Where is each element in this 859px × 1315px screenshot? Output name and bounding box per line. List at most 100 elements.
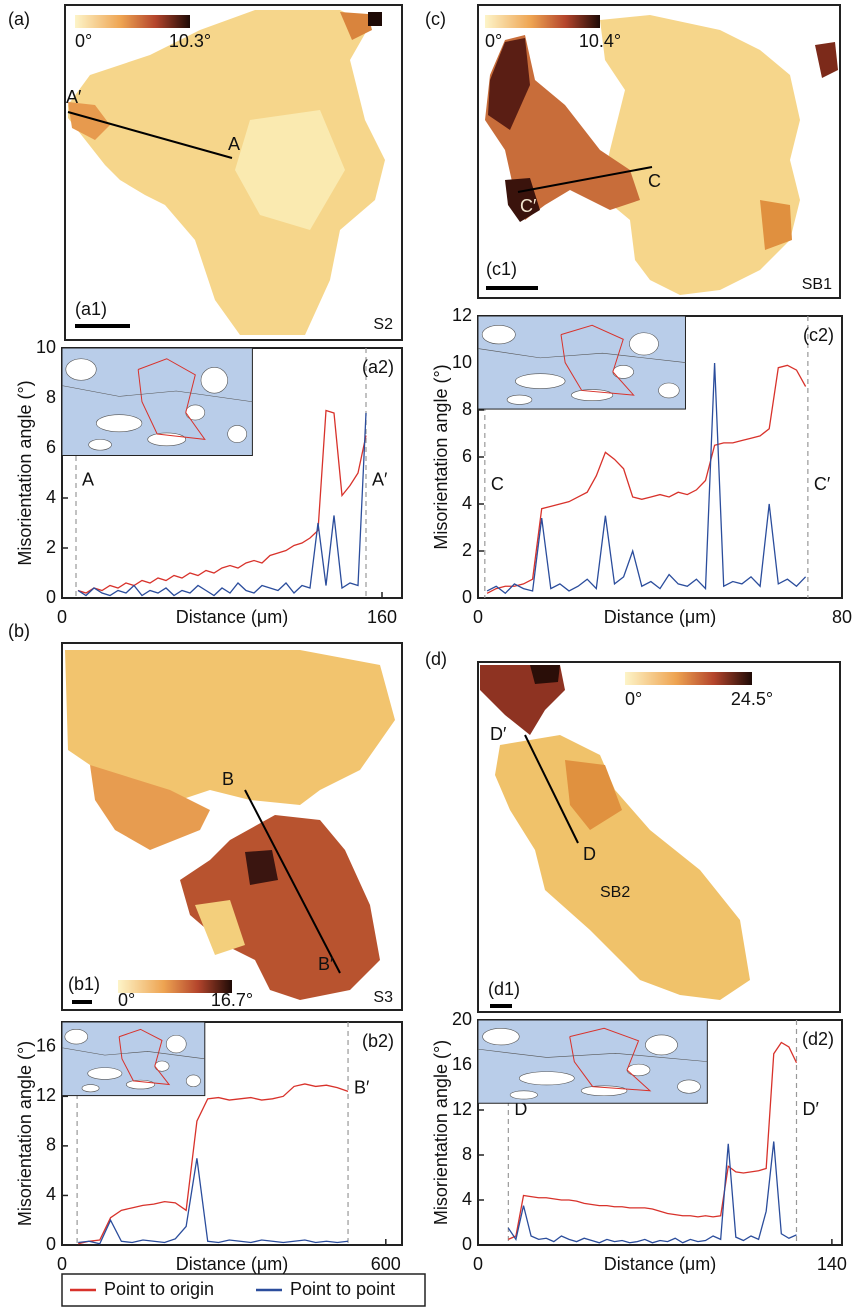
inset-gap (200, 367, 228, 394)
map-label: (b1) (68, 974, 100, 994)
inset-gap (481, 325, 516, 345)
x-tick-label: 600 (371, 1254, 401, 1274)
y-tick-label: 8 (46, 1135, 56, 1155)
y-axis-label: Misorientation angle (°) (15, 1041, 35, 1226)
x-axis-label: Distance (μm) (604, 1254, 716, 1274)
profile-start: C′ (520, 196, 537, 216)
map-label: (a1) (75, 299, 107, 319)
y-tick-label: 4 (462, 493, 472, 513)
series-line (486, 364, 807, 594)
y-tick-label: 6 (462, 446, 472, 466)
inset-gap (154, 1060, 170, 1072)
y-tick-label: 8 (462, 1144, 472, 1164)
x-axis-label: Distance (μm) (604, 607, 716, 627)
inset-gap (88, 439, 112, 451)
inset-gap (64, 1029, 89, 1045)
profile-end: B′ (318, 954, 334, 974)
grain (195, 900, 245, 955)
panel-label: (a) (8, 9, 30, 29)
grain (530, 665, 560, 684)
x-axis-label: Distance (μm) (176, 607, 288, 627)
line-chart: 0 4 8 12 16 0 600 Distance (μm) Misorientation a… (15, 1021, 403, 1274)
y-tick-label: 16 (452, 1054, 472, 1074)
series-line (78, 1158, 349, 1245)
inset-gap (658, 382, 680, 399)
profile-end: C (648, 171, 661, 191)
x-tick-label: 80 (832, 607, 852, 627)
grain (565, 760, 622, 830)
y-tick-label: 12 (452, 305, 472, 325)
scale-bar (486, 286, 538, 290)
inset-gap (81, 1084, 100, 1093)
profile-line (244, 789, 341, 974)
grain (815, 42, 838, 78)
sample-label: SB1 (802, 276, 832, 293)
profile-end-label: C (491, 474, 504, 494)
grain (368, 12, 382, 26)
legend-label: Point to point (290, 1279, 395, 1299)
x-tick-label: 0 (473, 607, 483, 627)
profile-end-label: B′ (354, 1078, 370, 1098)
colorbar-max: 10.3° (169, 31, 211, 51)
map-b1: B B′ 0° 16.7° (b1) S3 (61, 642, 403, 1011)
chart-panel-label: (b2) (362, 1031, 394, 1051)
line-chart: 0 4 8 12 16 20 0 140 Distance (μm) Misorientation… (431, 1009, 847, 1274)
colorbar-max: 24.5° (731, 689, 773, 709)
series-line (77, 409, 367, 594)
grain (340, 12, 372, 40)
inset-gap (482, 1028, 520, 1046)
panel-label: (c) (425, 9, 446, 29)
y-tick-label: 10 (452, 352, 472, 372)
grain (235, 110, 345, 230)
x-axis-label: Distance (μm) (176, 1254, 288, 1274)
y-tick-label: 16 (36, 1036, 56, 1056)
x-tick-label: 0 (57, 1254, 67, 1274)
profile-end-label: A′ (372, 469, 388, 489)
inset-boundary (61, 1047, 205, 1060)
scale-bar (490, 1004, 512, 1008)
grain (488, 38, 530, 130)
y-tick-label: 8 (46, 387, 56, 407)
colorbar-max: 10.4° (579, 31, 621, 51)
profile-line (524, 734, 579, 844)
inset-gap (95, 414, 143, 433)
y-axis-label: Misorientation angle (°) (15, 380, 35, 565)
y-tick-label: 0 (46, 1234, 56, 1254)
grain (495, 735, 750, 1000)
grain (68, 102, 110, 140)
y-tick-label: 4 (462, 1189, 472, 1209)
colorbar-min: 0° (118, 990, 135, 1010)
map-a1: 0° 10.3° A′ A (a1) S2 (64, 4, 403, 341)
inset-gap (612, 365, 634, 379)
inset-gap (509, 1090, 538, 1100)
inset-grain-outline (560, 324, 635, 396)
colorbar-min: 0° (485, 31, 502, 51)
y-tick-label: 10 (36, 337, 56, 357)
grain (600, 15, 800, 295)
inset-gap (185, 404, 206, 421)
grain (245, 850, 278, 885)
profile-start: A′ (66, 87, 82, 107)
inset-gap (629, 332, 659, 356)
inset-gap (65, 358, 97, 381)
y-tick-label: 2 (462, 540, 472, 560)
y-axis-label: Misorientation angle (°) (431, 364, 451, 549)
x-tick-label: 160 (367, 607, 397, 627)
inset-grain-outline (118, 1028, 171, 1086)
y-tick-label: 0 (462, 587, 472, 607)
line-chart: 0 2 4 6 8 10 12 0 80 Distance (μm) Misorientation … (431, 305, 852, 627)
y-tick-label: 12 (36, 1085, 56, 1105)
profile-end: A (228, 134, 240, 154)
legend: Point to origin Point to point (61, 1273, 426, 1307)
inset-gap (518, 1071, 575, 1086)
profile-start: D′ (490, 724, 507, 744)
profile-line (67, 111, 233, 159)
chart-panel-label: (d2) (802, 1029, 834, 1049)
inset-gap (515, 373, 566, 389)
profile-end-label: D′ (803, 1099, 820, 1119)
map-c1: 0° 10.4° C′ C (c1) SB1 (477, 4, 841, 299)
profile-end-label: A (82, 469, 94, 489)
inset-gap (87, 1067, 123, 1080)
profile-start: B (222, 769, 234, 789)
